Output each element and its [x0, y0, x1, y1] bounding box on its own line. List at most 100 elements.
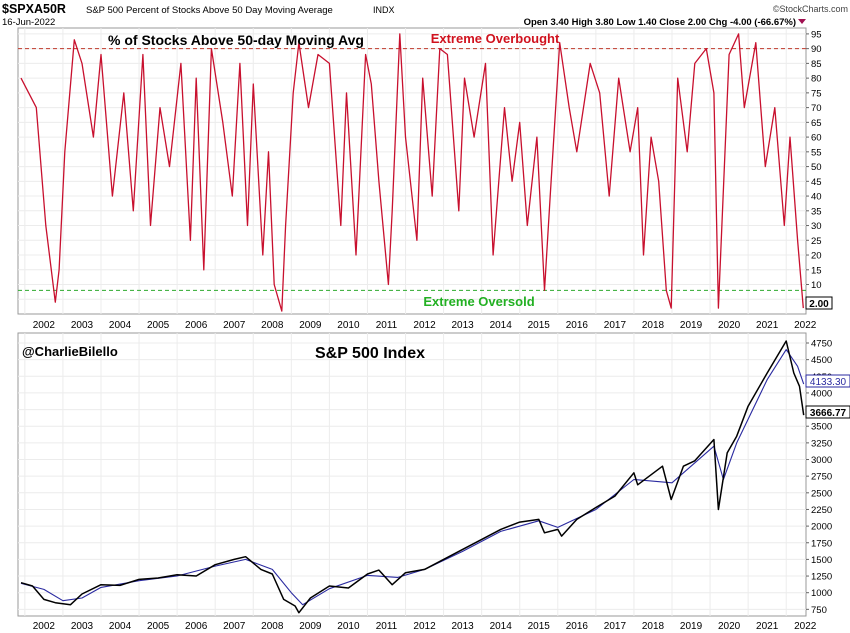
breadth-x-tick-label: 2004: [109, 320, 132, 331]
breadth-y-tick-label: 40: [811, 192, 822, 203]
exchange-label: INDX: [373, 5, 395, 15]
spx-y-tick-label: 2000: [811, 522, 832, 533]
spx-x-tick-label: 2011: [376, 621, 398, 632]
spx-x-tick-label: 2012: [413, 621, 436, 632]
breadth-x-tick-label: 2019: [680, 320, 703, 331]
change-down-icon: [798, 19, 806, 24]
breadth-last-value-box: [805, 296, 833, 310]
spx-y-tick-label: 1750: [811, 538, 832, 549]
breadth-reference-lines: [18, 48, 806, 291]
breadth-x-tick-label: 2013: [452, 320, 475, 331]
spx-x-tick-label: 2020: [718, 621, 741, 632]
spx-price-value: 3666.77: [810, 408, 847, 419]
spx-x-tick-label: 2005: [147, 621, 170, 632]
spx-y-tick-label: 4750: [811, 338, 832, 349]
breadth-y-tick-label: 55: [811, 147, 822, 158]
breadth-x-tick-label: 2020: [718, 320, 741, 331]
spx-price-line: [20, 340, 805, 614]
spx-ma-value: 4133.30: [810, 377, 847, 388]
breadth-y-tick-label: 10: [811, 280, 822, 291]
breadth-y-axis: 5101520253035404550556065707580859095: [806, 29, 822, 306]
breadth-x-tick-label: 2016: [566, 320, 589, 331]
breadth-x-tick-label: 2017: [604, 320, 627, 331]
spx-ma-value-badge: 4133.30: [805, 374, 850, 388]
spx-panel-frame: [17, 332, 807, 617]
spx-x-tick-label: 2006: [185, 621, 208, 632]
breadth-y-tick-label: 35: [811, 206, 822, 217]
spx-x-tick-label: 2009: [299, 621, 322, 632]
breadth-x-tick-label: 2005: [147, 320, 170, 331]
spx-y-tick-label: 3000: [811, 455, 832, 466]
spx-x-tick-label: 2014: [490, 621, 513, 632]
spx-x-tick-label: 2004: [109, 621, 132, 632]
spx-x-tick-label: 2015: [528, 621, 551, 632]
breadth-y-tick-label: 90: [811, 44, 822, 55]
spx-x-tick-label: 2007: [223, 621, 246, 632]
breadth-panel-title: % of Stocks Above 50-day Moving Avg: [108, 32, 364, 48]
spx-y-tick-label: 2500: [811, 488, 832, 499]
breadth-y-tick-label: 85: [811, 59, 822, 70]
spx-y-tick-label: 3500: [811, 422, 832, 433]
breadth-x-tick-label: 2011: [376, 320, 398, 331]
breadth-y-tick-label: 25: [811, 236, 822, 247]
spx-x-tick-label: 2019: [680, 621, 703, 632]
breadth-x-tick-label: 2006: [185, 320, 208, 331]
breadth-x-tick-label: 2010: [337, 320, 360, 331]
header: $SPXA50R S&P 500 Percent of Stocks Above…: [2, 2, 848, 28]
breadth-y-tick-label: 20: [811, 251, 822, 262]
spx-y-tick-label: 4500: [811, 355, 832, 366]
breadth-last-value: 2.00: [809, 299, 829, 310]
spx-y-tick-label: 1000: [811, 588, 832, 599]
spx-x-tick-label: 2016: [566, 621, 589, 632]
spx-x-tick-label: 2002: [33, 621, 56, 632]
breadth-last-value-badge: 2.00: [805, 296, 833, 310]
breadth-x-tick-label: 2008: [261, 320, 284, 331]
ohlc-readout: Open 3.40 High 3.80 Low 1.40 Close 2.00 …: [524, 17, 796, 28]
breadth-x-tick-label: 2021: [756, 320, 779, 331]
breadth-x-tick-label: 2012: [413, 320, 436, 331]
spx-y-tick-label: 3250: [811, 438, 832, 449]
spx-price-value-box: [805, 405, 850, 419]
spx-x-tick-label: 2022: [794, 621, 817, 632]
spx-panel-title: S&P 500 Index: [315, 345, 425, 362]
spx-x-tick-label: 2021: [756, 621, 779, 632]
breadth-y-tick-label: 60: [811, 133, 822, 144]
spx-x-tick-label: 2003: [71, 621, 94, 632]
breadth-y-tick-label: 80: [811, 74, 822, 85]
breadth-y-tick-label: 15: [811, 265, 822, 276]
breadth-panel-grid: [18, 28, 806, 314]
symbol-label: $SPXA50R: [2, 2, 66, 16]
spx-ma-value-box: [805, 374, 850, 388]
spx-x-tick-label: 2013: [452, 621, 475, 632]
spx-y-tick-label: 750: [811, 605, 827, 616]
spx-x-tick-label: 2017: [604, 621, 627, 632]
breadth-y-tick-label: 65: [811, 118, 822, 129]
breadth-y-tick-label: 45: [811, 177, 822, 188]
brand-label: ©StockCharts.com: [773, 4, 848, 14]
spx-y-tick-label: 2250: [811, 505, 832, 516]
breadth-x-axis: 2002 2003 2004 2005 2006 2007 2008 2009 2010 2011…: [33, 320, 817, 331]
overbought-annotation: Extreme Overbought: [431, 31, 560, 46]
breadth-x-tick-label: 2014: [490, 320, 513, 331]
breadth-x-tick-label: 2022: [794, 320, 817, 331]
breadth-x-tick-label: 2015: [528, 320, 551, 331]
breadth-y-tick-label: 70: [811, 103, 822, 114]
breadth-y-tick-label: 30: [811, 221, 822, 232]
breadth-panel: 5101520253035404550556065707580859095 % …: [17, 27, 833, 315]
breadth-x-tick-label: 2002: [33, 320, 56, 331]
date-label: 16-Jun-2022: [2, 17, 55, 28]
spx-y-tick-label: 1250: [811, 572, 832, 583]
breadth-y-tick-label: 50: [811, 162, 822, 173]
spx-y-tick-label: 4000: [811, 388, 832, 399]
breadth-x-tick-label: 2007: [223, 320, 246, 331]
breadth-y-tick-label: 75: [811, 88, 822, 99]
spx-x-tick-label: 2008: [261, 621, 284, 632]
indicator-description: S&P 500 Percent of Stocks Above 50 Day M…: [86, 5, 333, 16]
breadth-x-tick-label: 2009: [299, 320, 322, 331]
oversold-annotation: Extreme Oversold: [423, 294, 534, 309]
spx-x-tick-label: 2010: [337, 621, 360, 632]
spx-y-tick-label: 2750: [811, 472, 832, 483]
spx-price-value-badge: 3666.77: [805, 405, 850, 419]
spx-x-axis: 2002 2003 2004 2005 2006 2007 2008 2009 2010 2011…: [33, 621, 817, 632]
